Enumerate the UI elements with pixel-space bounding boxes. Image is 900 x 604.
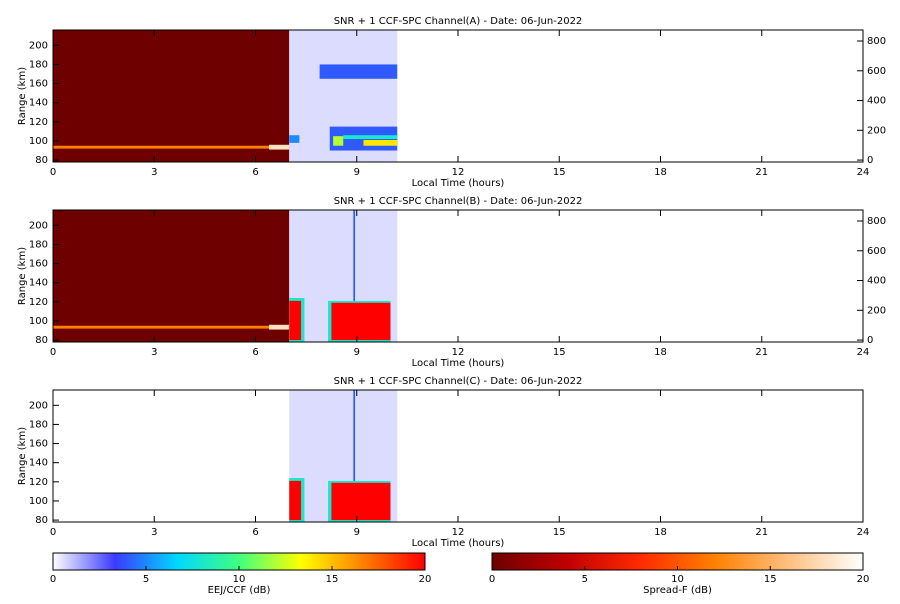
y-tick-label: 200 bbox=[29, 400, 48, 411]
x-tick-label: 3 bbox=[151, 527, 157, 538]
heat-cell bbox=[53, 325, 290, 329]
y2-tick-label: 0 bbox=[867, 155, 873, 166]
x-tick-label: 6 bbox=[252, 527, 258, 538]
colorbar-tick-label: 5 bbox=[582, 574, 588, 585]
colorbar-tick-label: 20 bbox=[857, 574, 870, 585]
heat-cell bbox=[289, 300, 302, 341]
x-tick-label: 15 bbox=[553, 347, 566, 358]
x-tick-label: 15 bbox=[553, 167, 566, 178]
y2-tick-label: 200 bbox=[867, 125, 886, 136]
y-tick-label: 200 bbox=[29, 220, 48, 231]
colorbar-tick-label: 0 bbox=[50, 574, 56, 585]
heat-cell bbox=[363, 140, 398, 146]
x-tick-label: 6 bbox=[252, 347, 258, 358]
x-tick-label: 21 bbox=[755, 167, 768, 178]
x-tick-label: 18 bbox=[654, 527, 667, 538]
colorbar-label: EEJ/CCF (dB) bbox=[208, 585, 271, 596]
heat-cell bbox=[289, 480, 302, 521]
heat-cell bbox=[289, 135, 300, 143]
y-tick-label: 200 bbox=[29, 40, 48, 51]
x-tick-label: 12 bbox=[452, 167, 465, 178]
y2-tick-label: 200 bbox=[867, 305, 886, 316]
x-tick-label: 9 bbox=[354, 527, 360, 538]
y-tick-label: 80 bbox=[35, 515, 48, 526]
y-tick-label: 180 bbox=[29, 419, 48, 430]
x-tick-label: 3 bbox=[151, 167, 157, 178]
x-tick-label: 15 bbox=[553, 527, 566, 538]
y2-tick-label: 800 bbox=[867, 216, 886, 227]
x-tick-label: 0 bbox=[50, 347, 56, 358]
colorbar-tick-label: 15 bbox=[764, 574, 777, 585]
y-tick-label: 80 bbox=[35, 335, 48, 346]
x-tick-label: 18 bbox=[654, 347, 667, 358]
y-tick-label: 80 bbox=[35, 155, 48, 166]
y-tick-label: 180 bbox=[29, 239, 48, 250]
panel-title: SNR + 1 CCF-SPC Channel(C) - Date: 06-Ju… bbox=[334, 376, 583, 387]
y2-tick-label: 400 bbox=[867, 276, 886, 287]
x-tick-label: 12 bbox=[452, 527, 465, 538]
panel-title: SNR + 1 CCF-SPC Channel(A) - Date: 06-Ju… bbox=[334, 16, 583, 27]
x-axis-label: Local Time (hours) bbox=[412, 358, 505, 369]
y-tick-label: 160 bbox=[29, 439, 48, 450]
panel-title: SNR + 1 CCF-SPC Channel(B) - Date: 06-Ju… bbox=[334, 196, 583, 207]
y-axis-label: Range (km) bbox=[17, 427, 28, 485]
y2-tick-label: 600 bbox=[867, 66, 886, 77]
heat-cell bbox=[333, 136, 344, 146]
y2-tick-label: 0 bbox=[867, 335, 873, 346]
x-tick-label: 0 bbox=[50, 527, 56, 538]
colorbar-tick-label: 0 bbox=[489, 574, 495, 585]
y-tick-label: 120 bbox=[29, 297, 48, 308]
colorbar-tick-label: 20 bbox=[419, 574, 432, 585]
heat-cell bbox=[269, 324, 290, 330]
x-tick-label: 9 bbox=[354, 167, 360, 178]
heat-cell bbox=[353, 210, 356, 342]
heat-cell bbox=[319, 64, 398, 79]
y-tick-label: 120 bbox=[29, 477, 48, 488]
plot-frame bbox=[52, 389, 864, 523]
y-tick-label: 140 bbox=[29, 98, 48, 109]
x-tick-label: 24 bbox=[857, 347, 870, 358]
heat-cell bbox=[343, 135, 398, 140]
y2-tick-label: 600 bbox=[867, 246, 886, 257]
x-tick-label: 24 bbox=[857, 167, 870, 178]
y2-tick-label: 800 bbox=[867, 36, 886, 47]
x-tick-label: 9 bbox=[354, 347, 360, 358]
y-tick-label: 120 bbox=[29, 117, 48, 128]
colorbar-tick-label: 10 bbox=[671, 574, 684, 585]
x-tick-label: 18 bbox=[654, 167, 667, 178]
colorbar-tick-label: 10 bbox=[233, 574, 246, 585]
y-tick-label: 180 bbox=[29, 59, 48, 70]
y-axis-label: Range (km) bbox=[17, 67, 28, 125]
y-tick-label: 100 bbox=[29, 496, 48, 507]
x-tick-label: 24 bbox=[857, 527, 870, 538]
y2-tick-label: 400 bbox=[867, 96, 886, 107]
y-tick-label: 140 bbox=[29, 458, 48, 469]
x-axis-label: Local Time (hours) bbox=[412, 538, 505, 549]
heat-cell bbox=[269, 144, 290, 150]
heat-cell bbox=[353, 390, 356, 522]
x-tick-label: 21 bbox=[755, 527, 768, 538]
x-tick-label: 6 bbox=[252, 167, 258, 178]
heat-cell bbox=[53, 30, 290, 162]
y-tick-label: 160 bbox=[29, 79, 48, 90]
colorbar-tick-label: 15 bbox=[326, 574, 339, 585]
colorbar-label: Spread-F (dB) bbox=[643, 585, 712, 596]
heat-cell bbox=[53, 210, 290, 342]
y-tick-label: 100 bbox=[29, 316, 48, 327]
heat-cell bbox=[331, 302, 391, 341]
y-tick-label: 100 bbox=[29, 136, 48, 147]
x-tick-label: 3 bbox=[151, 347, 157, 358]
heat-cell bbox=[53, 145, 290, 149]
heat-cell bbox=[331, 482, 391, 521]
colorbar-tick-label: 5 bbox=[143, 574, 149, 585]
x-tick-label: 12 bbox=[452, 347, 465, 358]
y-tick-label: 160 bbox=[29, 259, 48, 270]
x-axis-label: Local Time (hours) bbox=[412, 178, 505, 189]
y-axis-label: Range (km) bbox=[17, 247, 28, 305]
x-tick-label: 0 bbox=[50, 167, 56, 178]
y-tick-label: 140 bbox=[29, 278, 48, 289]
x-tick-label: 21 bbox=[755, 347, 768, 358]
